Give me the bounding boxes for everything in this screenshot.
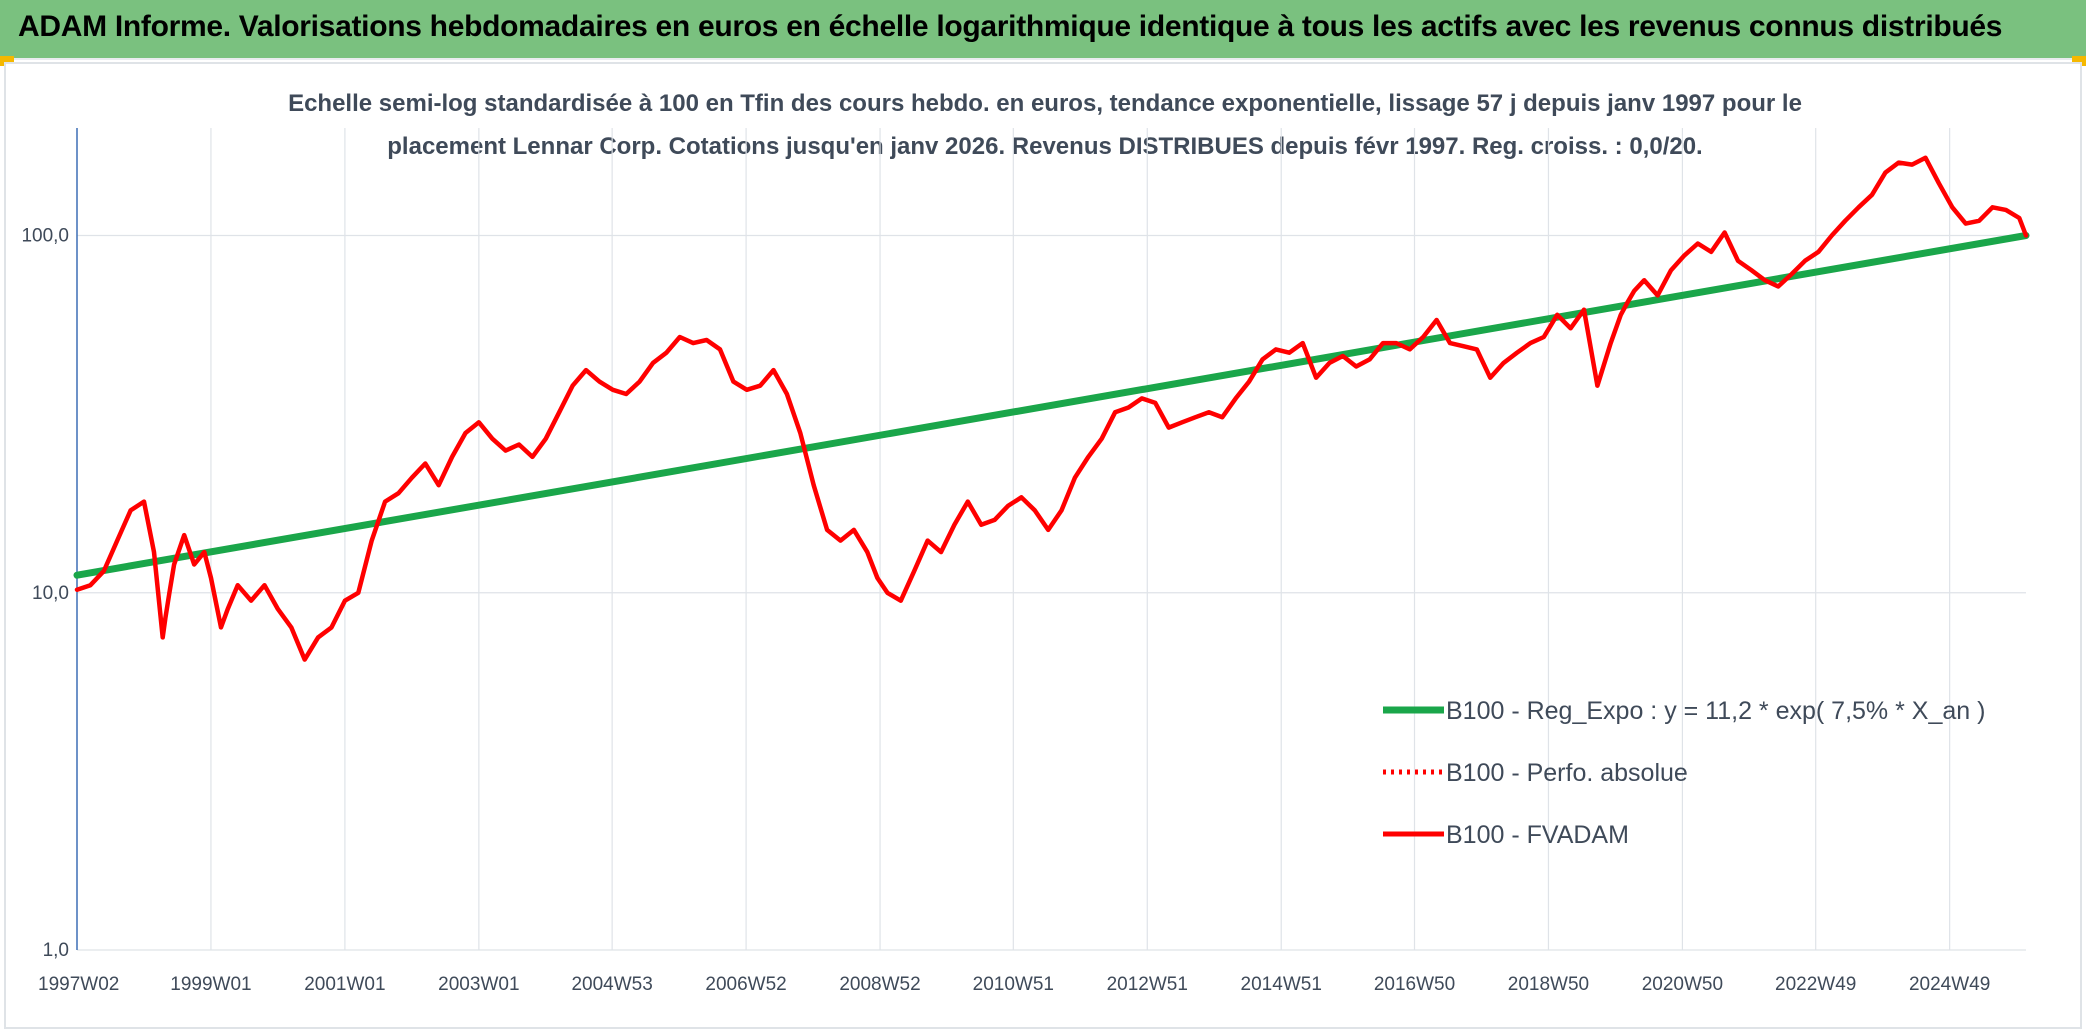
series-layer — [73, 155, 2030, 662]
grid — [77, 128, 2026, 951]
x-tick-label: 2014W51 — [1241, 974, 1322, 995]
x-axis-ticks: 1997W02 1999W01 2001W01 2003W01 2004W53 2006W… — [38, 974, 1990, 995]
y-tick-label: 1,0 — [43, 940, 69, 961]
page-title: ADAM Informe. Valorisations hebdomadaire… — [18, 10, 2003, 43]
x-tick-label: 2024W49 — [1909, 974, 1990, 995]
legend: B100 - Reg_Expo : y = 11,2 * exp( 7,5% *… — [1383, 697, 1985, 849]
x-tick-label: 2020W50 — [1642, 974, 1723, 995]
x-tick-label: 1997W02 — [38, 974, 119, 995]
chart-frame — [4, 62, 2082, 1029]
x-tick-label: 2012W51 — [1107, 974, 1188, 995]
x-tick-label: 2001W01 — [304, 974, 385, 995]
chart-title-line1: Echelle semi-log standardisée à 100 en T… — [288, 90, 1802, 117]
x-tick-label: 2006W52 — [705, 974, 786, 995]
legend-label-0: B100 - Reg_Expo : y = 11,2 * exp( 7,5% *… — [1446, 697, 1985, 725]
x-tick-label: 2003W01 — [438, 974, 519, 995]
x-tick-label: 2010W51 — [973, 974, 1054, 995]
legend-label-1: B100 - Perfo. absolue — [1446, 759, 1688, 787]
x-tick-label: 2018W50 — [1508, 974, 1589, 995]
x-tick-label: 2004W53 — [571, 974, 652, 995]
series-line-2 — [74, 155, 2029, 662]
x-tick-label: 2022W49 — [1775, 974, 1856, 995]
x-tick-label: 1999W01 — [170, 974, 251, 995]
corner-marker-right — [2072, 56, 2086, 66]
chart-title-line2: placement Lennar Corp. Cotations jusqu'e… — [387, 133, 1703, 160]
y-axis-ticks: 1,0 10,0 100,0 — [21, 226, 69, 961]
x-tick-label: 2008W52 — [839, 974, 920, 995]
header-banner: ADAM Informe. Valorisations hebdomadaire… — [0, 0, 2086, 60]
legend-label-2: B100 - FVADAM — [1446, 821, 1629, 849]
x-tick-label: 2016W50 — [1374, 974, 1455, 995]
y-tick-label: 100,0 — [21, 226, 69, 247]
y-tick-label: 10,0 — [32, 583, 69, 604]
series-line-0 — [73, 232, 2030, 579]
corner-marker-left — [0, 56, 14, 66]
